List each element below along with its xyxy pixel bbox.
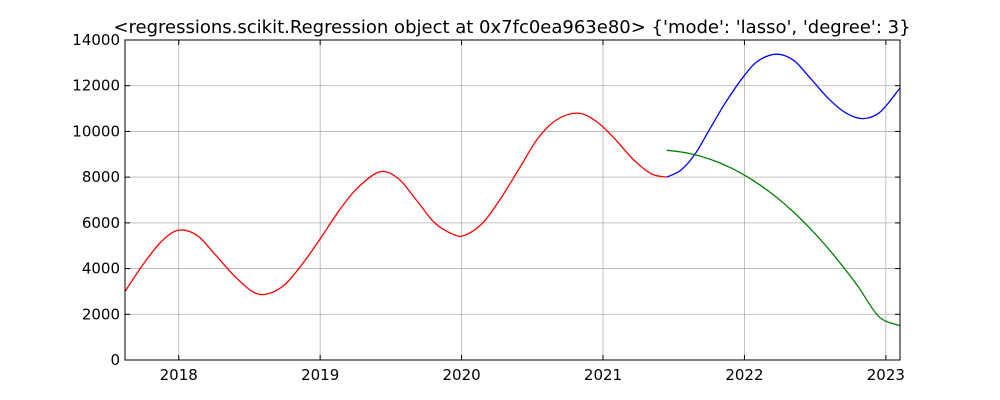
y-tick-label: 14000	[72, 31, 120, 49]
x-tick-label: 2018	[160, 366, 198, 384]
y-tick-label: 10000	[72, 122, 120, 140]
x-tick-label: 2022	[725, 366, 763, 384]
y-tick-label: 12000	[72, 77, 120, 95]
y-tick-label: 8000	[82, 168, 120, 186]
x-tick-label: 2023	[867, 366, 905, 384]
y-tick-label: 0	[110, 351, 120, 369]
chart-title: <regressions.scikit.Regression object at…	[113, 17, 910, 38]
series-line-1	[125, 112, 667, 296]
y-tick-label: 2000	[82, 305, 120, 323]
x-tick-label: 2020	[442, 366, 480, 384]
y-tick-label: 4000	[82, 260, 120, 278]
ticks: 2018 2019 2020 2021 2022 2023 0 2000 4000 6000 800…	[72, 31, 905, 384]
x-tick-label: 2019	[301, 366, 339, 384]
x-tick-label: 2021	[584, 366, 622, 384]
series-line-3	[666, 149, 900, 327]
series-group	[125, 53, 900, 327]
y-tick-label: 6000	[82, 214, 120, 232]
plot-frame	[124, 39, 901, 361]
series-line-2	[666, 53, 900, 178]
grid	[125, 40, 900, 360]
